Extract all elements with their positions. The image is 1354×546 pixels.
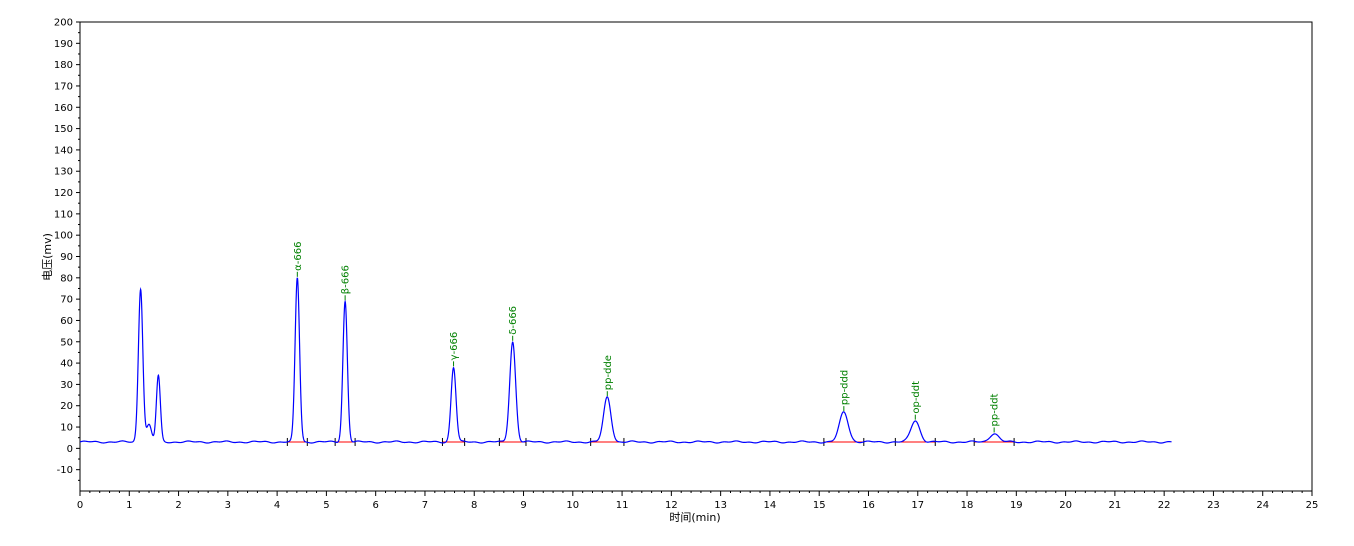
x-tick-label: 25 [1306, 500, 1319, 511]
peak-label: δ-666 [508, 306, 519, 335]
y-tick-label: 120 [54, 188, 73, 199]
x-tick-label: 13 [714, 500, 727, 511]
x-tick-label: 22 [1158, 500, 1171, 511]
x-tick-label: 17 [911, 500, 924, 511]
x-tick-label: 18 [961, 500, 974, 511]
x-tick-label: 3 [225, 500, 231, 511]
peak-labels: α-666 β-666 γ-666 δ-666 pp-dde pp-ddd op-ddt pp… [293, 242, 1001, 433]
y-tick-label: 30 [60, 380, 73, 391]
y-tick-label: 90 [60, 252, 73, 263]
y-tick-label: 140 [54, 145, 73, 156]
y-tick-label: 50 [60, 337, 73, 348]
x-tick-label: 1 [126, 500, 132, 511]
peak-label: γ-666 [449, 332, 460, 361]
x-tick-label: 24 [1256, 500, 1269, 511]
plot-area [79, 21, 1313, 492]
x-tick-label: 5 [323, 500, 329, 511]
peak-label: α-666 [293, 242, 304, 271]
x-tick-label: 9 [520, 500, 526, 511]
x-tick-label: 6 [372, 500, 378, 511]
x-tick-label: 20 [1059, 500, 1072, 511]
peak-label: op-ddt [911, 381, 922, 414]
x-tick-label: 19 [1010, 500, 1023, 511]
y-tick-label: 80 [60, 273, 73, 284]
peak-label: pp-ddt [990, 393, 1001, 426]
y-tick-label: 60 [60, 316, 73, 327]
y-tick-label: -10 [57, 465, 73, 476]
chromatogram-trace [79, 277, 1172, 444]
y-tick-label: 130 [54, 167, 73, 178]
y-tick-label: 100 [54, 231, 73, 242]
y-axis: -10 0 10 20 30 40 50 60 70 80 90 100 110 120 130 140 150… [54, 18, 80, 481]
y-tick-label: 150 [54, 124, 73, 135]
x-tick-label: 4 [274, 500, 280, 511]
peak-label: β-666 [341, 265, 352, 294]
x-tick-label: 15 [813, 500, 826, 511]
x-tick-label: 2 [175, 500, 181, 511]
x-tick-label: 7 [422, 500, 428, 511]
x-tick-label: 11 [616, 500, 629, 511]
y-tick-label: 170 [54, 81, 73, 92]
x-tick-label: 23 [1207, 500, 1220, 511]
y-axis-title: 电压(mv) [41, 233, 54, 281]
y-tick-label: 110 [54, 209, 73, 220]
y-tick-label: 160 [54, 103, 73, 114]
y-tick-label: 70 [60, 295, 73, 306]
x-axis: 0 1 2 3 4 5 6 7 8 9 10 11 12 13 14 15 16 17 18 19 20 21 22 23 24… [77, 491, 1319, 511]
y-tick-label: 190 [54, 39, 73, 50]
y-tick-label: 40 [60, 359, 73, 370]
peak-label: pp-dde [603, 355, 614, 390]
y-tick-label: 20 [60, 401, 73, 412]
x-tick-label: 21 [1109, 500, 1122, 511]
x-tick-label: 12 [665, 500, 678, 511]
x-tick-label: 16 [862, 500, 875, 511]
y-tick-label: 200 [54, 18, 73, 29]
x-tick-label: 8 [471, 500, 477, 511]
y-tick-label: 0 [67, 444, 73, 455]
x-tick-label: 14 [764, 500, 777, 511]
x-axis-title: 时间(min) [669, 511, 720, 524]
peak-label: pp-ddd [839, 370, 850, 405]
x-tick-label: 10 [566, 500, 579, 511]
y-tick-label: 10 [60, 423, 73, 434]
y-tick-label: 180 [54, 60, 73, 71]
x-tick-label: 0 [77, 500, 83, 511]
